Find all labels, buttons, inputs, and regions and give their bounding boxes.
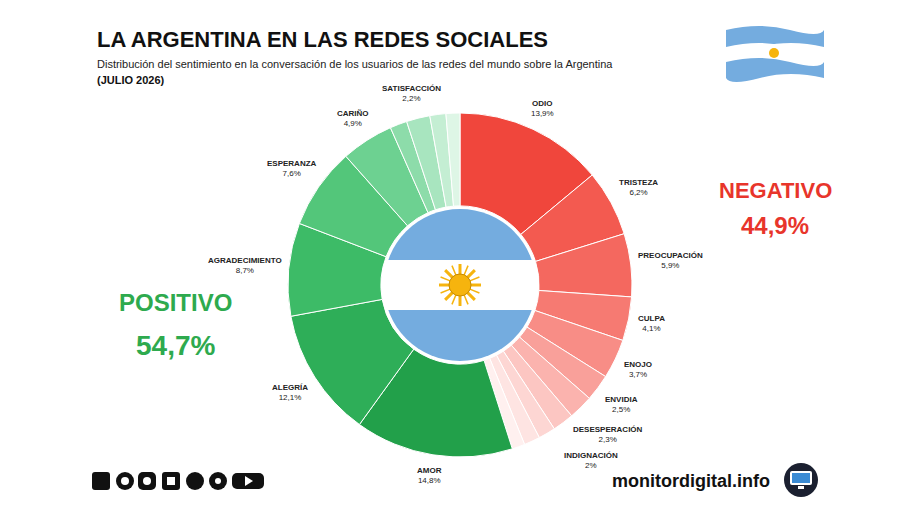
- svg-text:54,7%: 54,7%: [136, 330, 215, 361]
- svg-text:AGRADECIMIENTO8,7%: AGRADECIMIENTO8,7%: [208, 256, 282, 275]
- svg-text:ODIO13,9%: ODIO13,9%: [531, 99, 554, 118]
- svg-text:ENVIDIA2,5%: ENVIDIA2,5%: [605, 395, 638, 414]
- svg-text:PREOCUPACIÓN5,9%: PREOCUPACIÓN5,9%: [638, 251, 703, 270]
- svg-text:AMOR14,8%: AMOR14,8%: [417, 466, 442, 485]
- svg-text:LA ARGENTINA EN LAS REDES SOCI: LA ARGENTINA EN LAS REDES SOCIALES: [97, 27, 548, 52]
- svg-text:44,9%: 44,9%: [741, 212, 809, 239]
- svg-text:monitordigital.info: monitordigital.info: [612, 471, 770, 491]
- svg-text:ESPERANZA7,6%: ESPERANZA7,6%: [267, 159, 317, 178]
- svg-text:INDIGNACIÓN2%: INDIGNACIÓN2%: [564, 451, 618, 470]
- svg-text:(JULIO 2026): (JULIO 2026): [97, 74, 165, 86]
- svg-text:CARIÑO4,9%: CARIÑO4,9%: [337, 109, 369, 128]
- svg-text:POSITIVO: POSITIVO: [119, 289, 232, 316]
- svg-text:ENOJO3,7%: ENOJO3,7%: [624, 360, 652, 379]
- svg-text:Distribución del sentimiento e: Distribución del sentimiento en la conve…: [97, 58, 613, 70]
- svg-text:NEGATIVO: NEGATIVO: [719, 178, 832, 203]
- svg-text:TRISTEZA6,2%: TRISTEZA6,2%: [619, 178, 658, 197]
- svg-text:ALEGRÍA12,1%: ALEGRÍA12,1%: [272, 383, 308, 402]
- svg-text:SATISFACCIÓN2,2%: SATISFACCIÓN2,2%: [382, 84, 441, 103]
- svg-text:CULPA4,1%: CULPA4,1%: [638, 314, 665, 333]
- svg-text:DESESPERACIÓN2,3%: DESESPERACIÓN2,3%: [573, 425, 643, 444]
